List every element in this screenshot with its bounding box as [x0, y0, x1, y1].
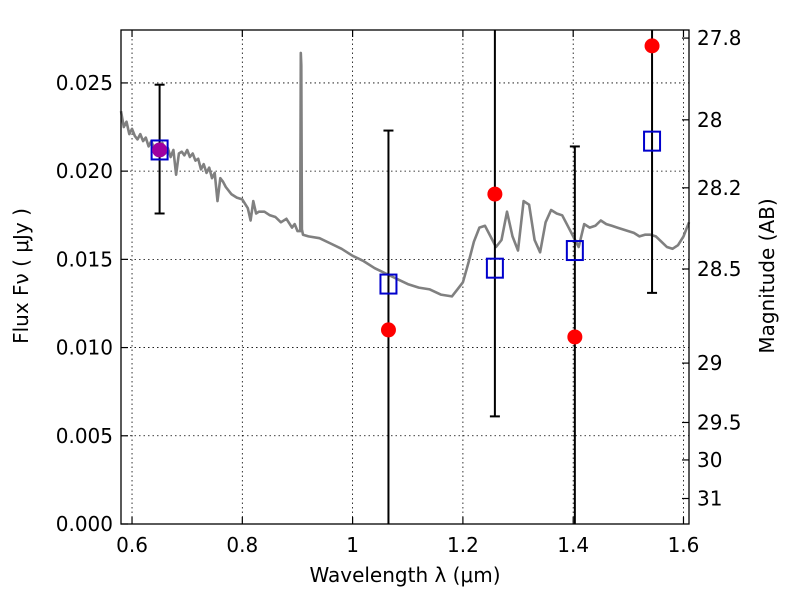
mag-tick-label: 28.5 [697, 257, 742, 281]
observed-flux-point [152, 142, 168, 158]
y-tick-label: 0.000 [56, 512, 113, 536]
y-tick-label: 0.020 [56, 159, 113, 183]
y-tick-label: 0.015 [56, 247, 113, 271]
mag-tick-label: 28.2 [697, 176, 742, 200]
plot-frame [120, 29, 690, 525]
tick-layer: 0.6 0.8 1 1.2 1.4 1.6 0.000 0.005 0.010 0.015 0.02… [56, 26, 742, 557]
x-tick-label: 0.6 [116, 533, 148, 557]
x-tick-label: 1.6 [668, 533, 700, 557]
x-tick-label: 1.2 [447, 533, 479, 557]
model-flux-square [150, 139, 169, 161]
observed-flux-point [644, 38, 660, 54]
grid-layer [121, 30, 689, 525]
model-spectrum-line [119, 51, 691, 298]
y-tick-label: 0.010 [56, 336, 113, 360]
mag-tick-label: 30 [697, 448, 722, 472]
x-tick-label: 1.4 [557, 533, 589, 557]
error-bar-layer [154, 30, 658, 524]
model-flux-square [565, 240, 584, 262]
mag-tick-label: 31 [697, 486, 722, 510]
model-flux-square [643, 130, 662, 152]
x-axis-label: Wavelength λ (μm) [309, 563, 500, 587]
y-tick-label: 0.005 [56, 424, 113, 448]
observed-flux-point [380, 322, 396, 338]
frame-layer [120, 29, 690, 525]
y-axis-right-label: Magnitude (AB) [755, 198, 779, 353]
x-tick-label: 1 [346, 533, 359, 557]
line-layer [119, 51, 691, 298]
mag-tick-label: 29.5 [697, 410, 742, 434]
observed-flux-point [567, 329, 583, 345]
point-layer [150, 38, 662, 345]
model-flux-square [379, 273, 398, 295]
model-flux-square [485, 257, 504, 279]
y-tick-label: 0.025 [56, 71, 113, 95]
mag-tick-label: 29 [697, 351, 722, 375]
observed-flux-point [487, 186, 503, 202]
mag-tick-label: 27.8 [697, 26, 742, 50]
x-tick-label: 0.8 [226, 533, 258, 557]
mag-tick-label: 28 [697, 108, 722, 132]
y-axis-label: Flux Fν ( μJy ) [9, 208, 33, 344]
